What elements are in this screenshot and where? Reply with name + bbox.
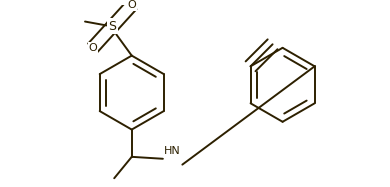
Text: O: O [89, 43, 97, 53]
Text: S: S [108, 20, 116, 33]
Text: HN: HN [164, 146, 181, 156]
Text: O: O [128, 0, 136, 10]
